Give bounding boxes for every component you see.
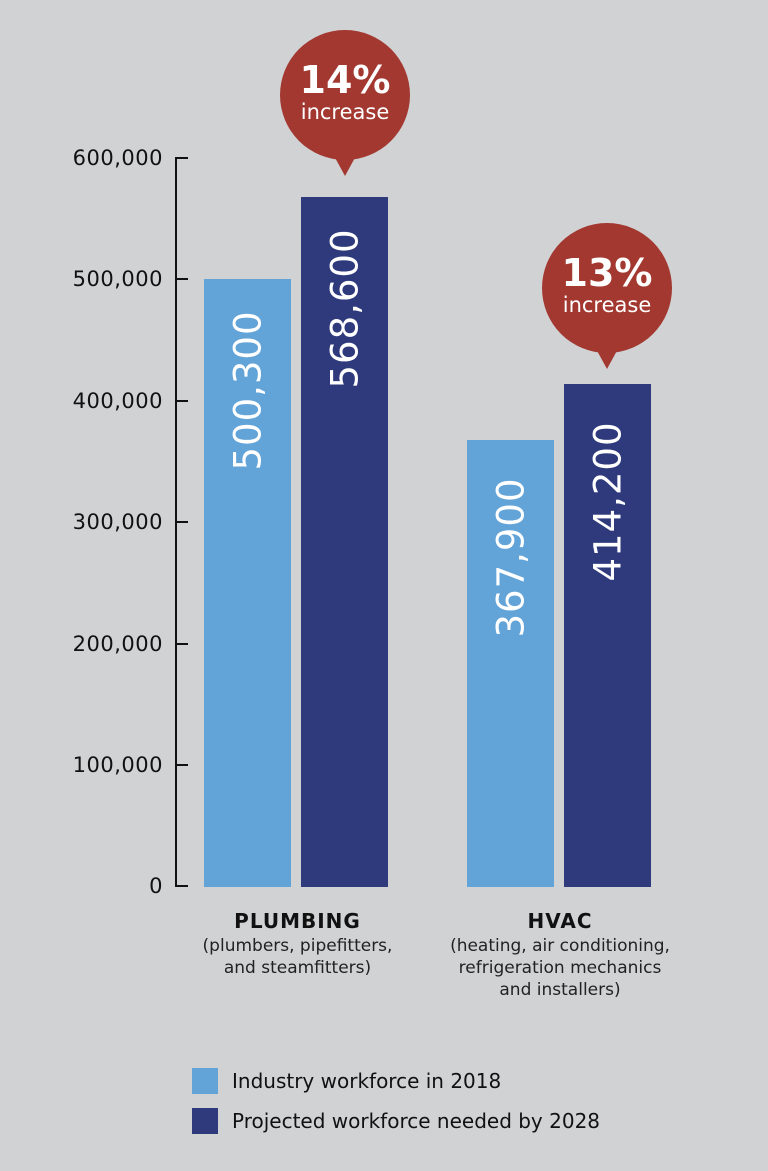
bar-value-label: 367,900 [489,477,532,638]
y-tick-200000 [175,643,188,645]
y-tick-500000 [175,278,188,280]
category-label-hvac: HVAC (heating, air conditioning, refrige… [410,907,710,1001]
y-tick-label: 600,000 [72,146,163,170]
bar-value-label: 568,600 [323,228,366,389]
bar-value-label: 500,300 [226,310,269,471]
increase-label: increase [300,100,390,124]
legend-item-2018: Industry workforce in 2018 [192,1068,501,1094]
y-tick-label: 500,000 [72,267,163,291]
y-tick-label: 200,000 [72,632,163,656]
legend-label: Projected workforce needed by 2028 [232,1109,601,1133]
category-description: (heating, air conditioning, [450,936,670,956]
y-tick-label: 400,000 [72,389,163,413]
y-tick-300000 [175,521,188,523]
legend-swatch-dark-blue [192,1108,218,1134]
bar-hvac-2028: 414,200 [564,384,651,887]
y-tick-0 [175,885,188,887]
y-tick-400000 [175,400,188,402]
increase-percent: 14% [299,58,391,102]
y-tick-label: 100,000 [72,753,163,777]
bar-value-label: 414,200 [586,421,629,582]
category-label-plumbing: PLUMBING (plumbers, pipefitters, and ste… [160,907,435,979]
legend-item-2028: Projected workforce needed by 2028 [192,1108,600,1134]
y-tick-label: 0 [149,874,163,898]
y-tick-600000 [175,157,188,159]
increase-bubble-plumbing: 14% increase [280,30,410,176]
category-description: refrigeration mechanics [458,958,662,978]
category-name: HVAC [527,909,593,933]
category-description: and installers) [499,980,621,1000]
category-description: (plumbers, pipefitters, [202,936,393,956]
legend-label: Industry workforce in 2018 [232,1069,502,1093]
increase-percent: 13% [561,251,653,295]
y-tick-100000 [175,764,188,766]
legend-swatch-light-blue [192,1068,218,1094]
category-description: and steamfitters) [223,958,372,978]
category-name: PLUMBING [234,909,361,933]
increase-bubble-hvac: 13% increase [542,223,672,369]
increase-label: increase [562,293,652,317]
bar-hvac-2018: 367,900 [467,440,554,887]
bar-plumbing-2028: 568,600 [301,197,388,887]
y-tick-label: 300,000 [72,510,163,534]
bar-plumbing-2018: 500,300 [204,279,291,887]
